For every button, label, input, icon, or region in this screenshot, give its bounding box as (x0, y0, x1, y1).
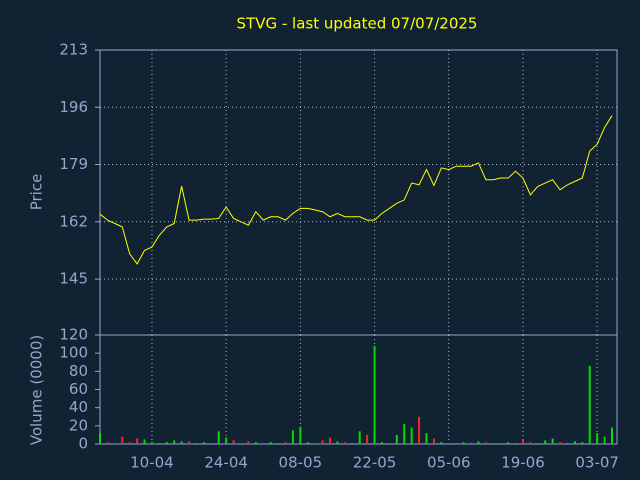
volume-bar (573, 441, 576, 444)
volume-bar (596, 433, 599, 444)
volume-bar (603, 436, 606, 444)
volume-bar (611, 427, 613, 444)
volume-bar (588, 365, 591, 444)
volume-bar (150, 442, 153, 444)
volume-bar (136, 438, 139, 444)
volume-bar (507, 442, 510, 444)
volume-bar (395, 434, 398, 444)
volume-bar (291, 430, 294, 444)
volume-bar (358, 431, 361, 444)
volume-bar (232, 440, 235, 444)
y-tick-label: 100 (59, 344, 88, 362)
volume-bar (581, 442, 584, 444)
volume-bar (447, 443, 450, 444)
volume-bar (521, 439, 524, 444)
y-tick-label: 145 (59, 270, 88, 288)
volume-bar (529, 442, 532, 444)
x-tick-label: 05-06 (427, 454, 471, 472)
volume-bar (180, 441, 183, 444)
volume-bar (239, 443, 242, 444)
volume-bar (306, 442, 309, 444)
volume-bar (425, 433, 428, 444)
x-tick-label: 24-04 (204, 454, 248, 472)
volume-bar (173, 440, 176, 444)
volume-bar (418, 416, 421, 444)
volume-bar (210, 443, 213, 444)
volume-bar (432, 438, 435, 444)
volume-bar (499, 443, 502, 444)
volume-bar (403, 424, 406, 444)
volume-bar (195, 443, 198, 444)
volume-bar (269, 442, 272, 444)
volume-bar (106, 442, 109, 444)
volume-bar (314, 443, 317, 444)
volume-bar (128, 442, 131, 444)
x-tick-label: 22-05 (353, 454, 397, 472)
volume-bar (462, 442, 465, 444)
y-tick-label: 120 (59, 326, 88, 344)
volume-bar (566, 443, 569, 444)
x-tick-label: 19-06 (501, 454, 545, 472)
volume-bar (559, 442, 562, 444)
volume-bar (121, 436, 124, 444)
volume-bar (329, 437, 332, 444)
volume-bar (321, 440, 324, 444)
volume-bar (284, 442, 287, 444)
volume-bar (492, 443, 495, 444)
volume-bar (366, 434, 369, 444)
y-tick-label: 179 (59, 155, 88, 173)
volume-bar (277, 443, 280, 444)
volume-bar (455, 443, 458, 444)
x-tick-label: 08-05 (279, 454, 323, 472)
volume-bar (380, 442, 383, 444)
y-tick-label: 80 (69, 362, 88, 380)
volume-bar (551, 438, 554, 444)
y-tick-label: 213 (59, 41, 88, 59)
volume-bar (165, 442, 168, 444)
x-tick-label: 10-04 (130, 454, 174, 472)
volume-bar (343, 442, 346, 444)
volume-bar (477, 441, 480, 444)
volume-bar (99, 433, 101, 444)
price-line (99, 115, 613, 265)
y-axis-label: Price (28, 174, 46, 211)
volume-bar (202, 442, 205, 444)
volume-bar (544, 440, 547, 444)
volume-bar (440, 442, 443, 444)
volume-bar (254, 442, 257, 444)
volume-bar (514, 443, 517, 444)
y-tick-label: 20 (69, 416, 88, 434)
volume-bar (188, 441, 191, 444)
volume-bar (536, 443, 539, 444)
volume-bar (143, 439, 146, 444)
chart-title: STVG - last updated 07/07/2025 (237, 15, 478, 33)
volume-bar (113, 443, 116, 444)
y-tick-label: 60 (69, 380, 88, 398)
y-tick-label: 0 (78, 435, 88, 453)
volume-bar (225, 437, 228, 444)
volume-bar (484, 442, 487, 444)
volume-bar (410, 427, 413, 444)
volume-bar (336, 441, 339, 444)
volume-bar (158, 443, 161, 444)
volume-bar (470, 443, 473, 444)
volume-bar (247, 441, 250, 444)
volume-bar (299, 426, 302, 444)
volume-bar (217, 431, 220, 444)
x-tick-label: 03-07 (575, 454, 619, 472)
volume-bar (262, 443, 265, 444)
volume-bar (373, 345, 376, 444)
y-tick-label: 40 (69, 398, 88, 416)
y-tick-label: 162 (59, 212, 88, 230)
volume-bar (388, 443, 391, 444)
volume-bar (351, 443, 354, 444)
y-axis-label: Volume (0000) (28, 335, 46, 445)
y-tick-label: 196 (59, 98, 88, 116)
